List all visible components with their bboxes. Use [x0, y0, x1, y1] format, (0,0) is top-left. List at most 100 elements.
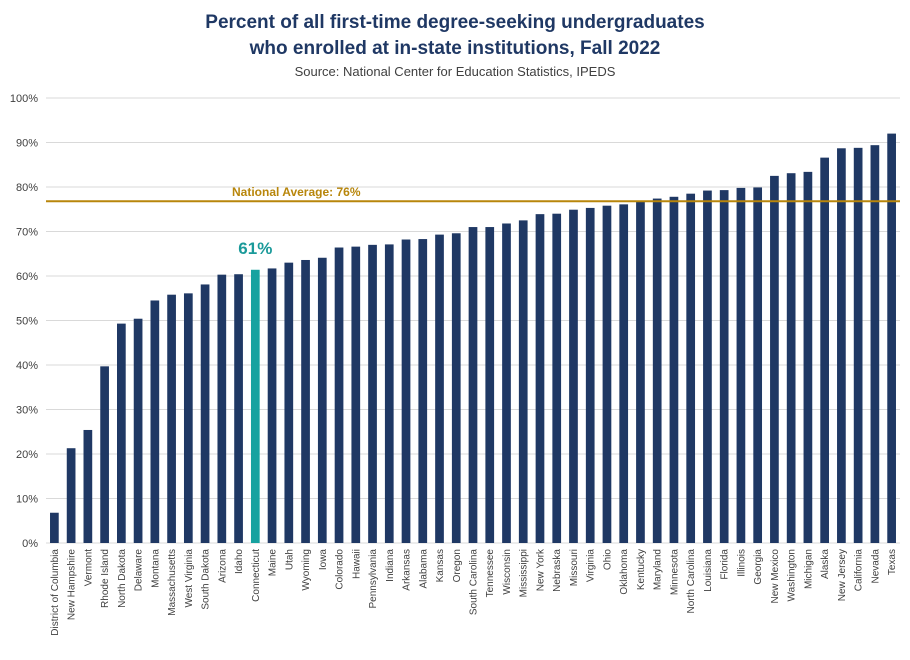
national-average-label: National Average: 76%	[232, 185, 361, 199]
bar-nebraska	[552, 213, 562, 543]
bar-georgia	[753, 187, 763, 543]
x-tick-label: Florida	[720, 549, 731, 580]
bar-oregon	[451, 233, 461, 543]
x-tick-label: Tennessee	[485, 549, 496, 598]
x-tick-label: Texas	[887, 549, 898, 575]
x-tick-label: Maryland	[653, 549, 664, 590]
x-tick-label: Colorado	[335, 549, 346, 590]
x-tick-label: South Carolina	[469, 549, 480, 616]
x-tick-label: New York	[535, 548, 546, 591]
bar-florida	[719, 190, 729, 544]
chart-subtitle: Source: National Center for Education St…	[295, 64, 616, 79]
bar-arkansas	[401, 239, 411, 543]
bar-texas	[887, 133, 896, 543]
bar-idaho	[234, 274, 243, 543]
x-tick-label: Wyoming	[301, 549, 312, 591]
x-axis: District of Columbia New Hampshire Vermont…	[50, 548, 898, 636]
bar-maryland	[652, 198, 662, 543]
bar-north-carolina	[686, 193, 696, 544]
y-axis: 0% 10% 20% 30% 40% 50% 60% 70% 80% 90% 100%	[10, 93, 38, 550]
x-tick-label: New Mexico	[770, 549, 781, 604]
bar-iowa	[317, 257, 327, 543]
x-tick-label: Alaska	[820, 549, 831, 579]
x-tick-label: Indiana	[385, 549, 396, 582]
bar-michigan	[803, 171, 813, 543]
bar-alabama	[418, 239, 428, 543]
y-tick-label: 50%	[16, 316, 38, 328]
x-tick-label: West Virginia	[184, 549, 195, 608]
x-tick-label: Arkansas	[402, 549, 413, 591]
x-tick-label: Nebraska	[552, 549, 563, 592]
x-tick-label: Wisconsin	[502, 549, 513, 595]
bar-new-jersey	[837, 148, 846, 543]
x-tick-label: Hawaii	[351, 549, 362, 579]
x-tick-label: New Jersey	[837, 549, 848, 601]
x-tick-label: New Hampshire	[67, 549, 78, 621]
bar-arizona	[217, 274, 227, 543]
bar-district-of-columbia	[50, 512, 59, 543]
chart-title-line2: who enrolled at in-state institutions, F…	[249, 38, 661, 59]
bar-colorado	[334, 247, 344, 543]
bar-new-hampshire	[66, 448, 76, 543]
x-tick-label: Arizona	[217, 549, 228, 583]
x-tick-label: North Dakota	[117, 549, 128, 608]
bar-kentucky	[636, 201, 645, 544]
bar-hawaii	[351, 246, 361, 543]
x-tick-label: Nevada	[870, 549, 881, 584]
bar-utah	[284, 262, 294, 543]
x-tick-label: Maine	[268, 549, 279, 577]
bar-south-dakota	[200, 284, 210, 543]
bar-south-carolina	[468, 227, 478, 544]
x-tick-label: Vermont	[83, 549, 94, 586]
y-tick-label: 80%	[16, 182, 38, 194]
highlight-label: 61%	[238, 239, 272, 258]
x-tick-label: Montana	[150, 549, 161, 588]
x-tick-label: District of Columbia	[50, 549, 61, 636]
x-tick-label: Michigan	[803, 549, 814, 589]
bar-north-dakota	[116, 323, 126, 543]
y-tick-label: 40%	[16, 360, 38, 372]
y-tick-label: 20%	[16, 449, 38, 461]
bar-delaware	[133, 318, 143, 543]
bar-connecticut	[250, 269, 260, 543]
y-tick-label: 90%	[16, 138, 38, 150]
bar-kansas	[435, 234, 444, 544]
x-tick-label: Rhode Island	[100, 549, 111, 608]
x-tick-label: Massachusetts	[167, 549, 178, 616]
chart-title-line1: Percent of all first-time degree-seeking…	[205, 12, 704, 33]
bar-new-york	[535, 214, 545, 543]
x-tick-label: North Carolina	[686, 549, 697, 614]
y-tick-label: 30%	[16, 405, 38, 417]
bar-missouri	[569, 209, 578, 543]
bar-tennessee	[485, 227, 495, 544]
x-tick-label: California	[854, 549, 865, 592]
x-tick-label: Kansas	[435, 549, 446, 582]
bar-montana	[150, 300, 160, 543]
x-tick-label: Pennsylvania	[368, 549, 379, 609]
y-tick-label: 0%	[22, 538, 38, 550]
x-tick-label: Missouri	[569, 549, 580, 586]
bar-louisiana	[703, 190, 712, 543]
x-tick-label: Georgia	[753, 549, 764, 585]
x-tick-label: Virginia	[586, 549, 597, 583]
x-tick-label: Ohio	[602, 549, 613, 571]
bar-illinois	[736, 187, 746, 543]
x-tick-label: Utah	[284, 549, 295, 570]
bar-mississippi	[518, 220, 528, 543]
bar-indiana	[384, 244, 394, 543]
bar-west-virginia	[183, 293, 193, 543]
x-tick-label: Alabama	[418, 549, 429, 589]
bar-nevada	[870, 145, 880, 544]
bar-ohio	[602, 205, 612, 543]
bar-pennsylvania	[368, 244, 377, 543]
x-tick-label: Oregon	[452, 549, 463, 582]
x-tick-label: Illinois	[736, 549, 747, 577]
y-tick-label: 70%	[16, 227, 38, 239]
x-tick-label: Mississippi	[519, 549, 530, 597]
y-tick-label: 100%	[10, 93, 38, 105]
y-tick-label: 60%	[16, 271, 38, 283]
x-tick-label: Connecticut	[251, 549, 262, 602]
x-tick-label: Delaware	[134, 549, 145, 592]
x-tick-label: Kentucky	[636, 549, 647, 590]
